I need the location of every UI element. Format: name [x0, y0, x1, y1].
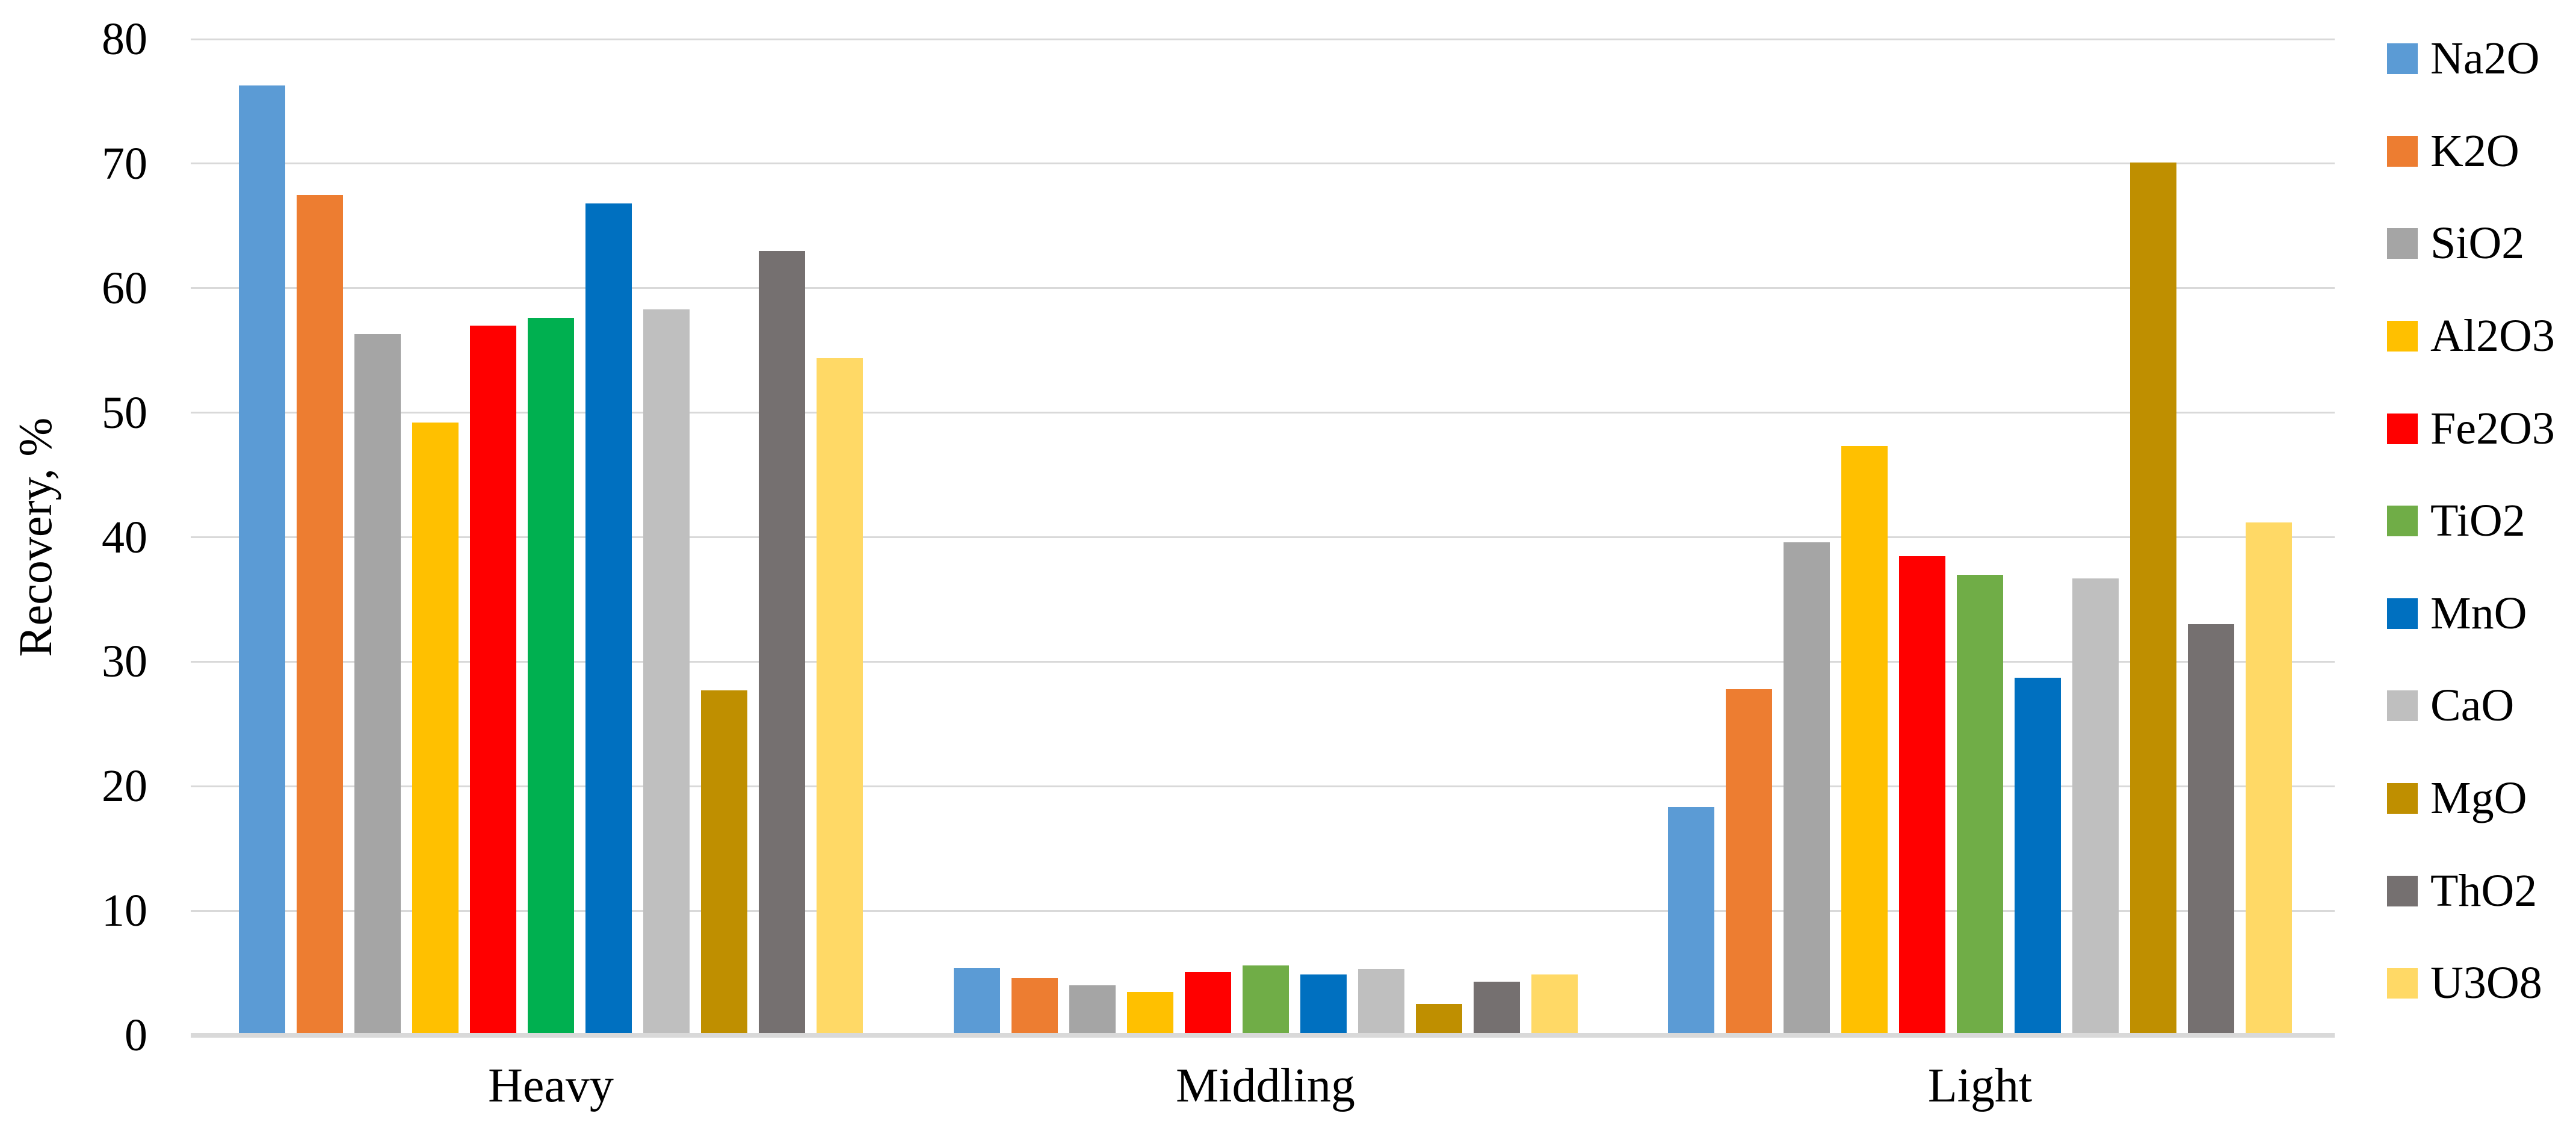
y-tick-label-70: 70: [102, 138, 147, 189]
gridline-10: [191, 909, 2335, 912]
legend-swatch-mgo: [2387, 783, 2418, 814]
legend-swatch-al2o3: [2387, 321, 2418, 352]
legend-swatch-fe2o3: [2387, 413, 2418, 444]
legend-swatch-cao: [2387, 690, 2418, 722]
gridline-20: [191, 785, 2335, 787]
legend-label-fe2o3: Fe2O3: [2430, 403, 2555, 454]
bar-sio2-light: [1784, 542, 1830, 1035]
bar-mno-middling: [1300, 974, 1347, 1035]
legend-swatch-na2o: [2387, 43, 2418, 75]
gridline-40: [191, 536, 2335, 538]
legend-swatch-k2o: [2387, 135, 2418, 167]
legend-label-al2o3: Al2O3: [2430, 311, 2555, 362]
bar-tio2-light: [1957, 574, 2003, 1035]
bar-fe2o3-middling: [1184, 971, 1231, 1035]
bar-fe2o3-light: [1899, 556, 1945, 1035]
bar-sio2-middling: [1069, 985, 1116, 1035]
legend: Na2O K2O SiO2 Al2O3 Fe2O3 TiO2 MnO CaO MgO ThO2 U3…: [2387, 13, 2555, 1030]
legend-swatch-u3o8: [2387, 968, 2418, 999]
category-label-heavy: Heavy: [488, 1059, 614, 1112]
y-tick-label-80: 80: [102, 14, 147, 64]
legend-swatch-mno: [2387, 598, 2418, 629]
bar-al2o3-heavy: [412, 423, 459, 1035]
bar-u3o8-light: [2246, 522, 2292, 1035]
y-tick-label-0: 0: [125, 1010, 147, 1061]
legend-label-k2o: K2O: [2430, 125, 2519, 176]
gridline-50: [191, 412, 2335, 414]
legend-item-mno: MnO: [2387, 568, 2555, 660]
gridline-30: [191, 660, 2335, 663]
bar-tho2-middling: [1473, 982, 1520, 1035]
bar-na2o-heavy: [239, 85, 285, 1035]
legend-label-tio2: TiO2: [2430, 495, 2525, 547]
legend-label-cao: CaO: [2430, 680, 2515, 731]
legend-label-sio2: SiO2: [2430, 218, 2525, 269]
gridline-70: [191, 163, 2335, 165]
legend-label-mno: MnO: [2430, 587, 2527, 639]
category-label-middling: Middling: [1176, 1059, 1355, 1112]
legend-item-tho2: ThO2: [2387, 844, 2555, 937]
y-tick-label-10: 10: [102, 885, 147, 937]
bar-u3o8-middling: [1531, 974, 1578, 1035]
bar-cao-heavy: [643, 309, 690, 1035]
bar-k2o-light: [1726, 689, 1772, 1035]
legend-item-u3o8: U3O8: [2387, 937, 2555, 1030]
gridline-60: [191, 287, 2335, 290]
bar-mgo-middling: [1415, 1004, 1462, 1035]
y-tick-label-60: 60: [102, 262, 147, 314]
bar-tho2-light: [2188, 624, 2234, 1035]
legend-item-sio2: SiO2: [2387, 197, 2555, 290]
legend-label-mgo: MgO: [2430, 773, 2527, 824]
bar-k2o-heavy: [297, 194, 343, 1035]
bar-na2o-light: [1668, 807, 1714, 1035]
bar-fe2o3-heavy: [470, 325, 516, 1035]
bar-na2o-middling: [953, 968, 1000, 1035]
bar-groups: Heavy Middling Light: [191, 39, 2335, 1112]
x-axis-line: [191, 1033, 2335, 1038]
y-tick-label-30: 30: [102, 636, 147, 687]
legend-swatch-sio2: [2387, 228, 2418, 259]
bar-sio2-heavy: [354, 334, 401, 1035]
legend-item-tio2: TiO2: [2387, 475, 2555, 568]
y-tick-label-40: 40: [102, 512, 147, 563]
legend-item-al2o3: Al2O3: [2387, 290, 2555, 383]
legend-item-cao: CaO: [2387, 660, 2555, 752]
plot-area: Heavy Middling Light: [191, 38, 2335, 1112]
legend-label-u3o8: U3O8: [2430, 958, 2542, 1009]
bar-group-heavy: Heavy: [239, 39, 863, 1112]
bar-cao-middling: [1357, 969, 1404, 1035]
legend-label-na2o: Na2O: [2430, 33, 2540, 84]
y-tick-label-20: 20: [102, 761, 147, 812]
bar-group-middling: Middling: [953, 39, 1578, 1112]
bar-cao-light: [2072, 578, 2119, 1035]
legend-item-k2o: K2O: [2387, 105, 2555, 198]
bar-tho2-heavy: [759, 250, 805, 1035]
bar-mgo-heavy: [701, 690, 747, 1035]
legend-swatch-tio2: [2387, 506, 2418, 537]
bar-tio2-heavy: [528, 318, 574, 1035]
legend-item-mgo: MgO: [2387, 752, 2555, 845]
legend-swatch-tho2: [2387, 875, 2418, 906]
legend-label-tho2: ThO2: [2430, 865, 2537, 916]
bar-mno-light: [2015, 678, 2061, 1035]
legend-item-fe2o3: Fe2O3: [2387, 382, 2555, 475]
bar-tio2-middling: [1242, 965, 1289, 1035]
bar-al2o3-middling: [1126, 991, 1173, 1035]
legend-item-na2o: Na2O: [2387, 13, 2555, 105]
category-label-light: Light: [1927, 1059, 2033, 1112]
bar-k2o-middling: [1011, 977, 1058, 1035]
bar-group-light: Light: [1668, 39, 2292, 1112]
bar-al2o3-light: [1841, 446, 1888, 1035]
bar-mgo-light: [2130, 162, 2176, 1035]
y-tick-label-50: 50: [102, 387, 147, 438]
gridline-80: [191, 38, 2335, 40]
bar-u3o8-heavy: [817, 358, 863, 1035]
bar-mno-heavy: [585, 203, 632, 1035]
